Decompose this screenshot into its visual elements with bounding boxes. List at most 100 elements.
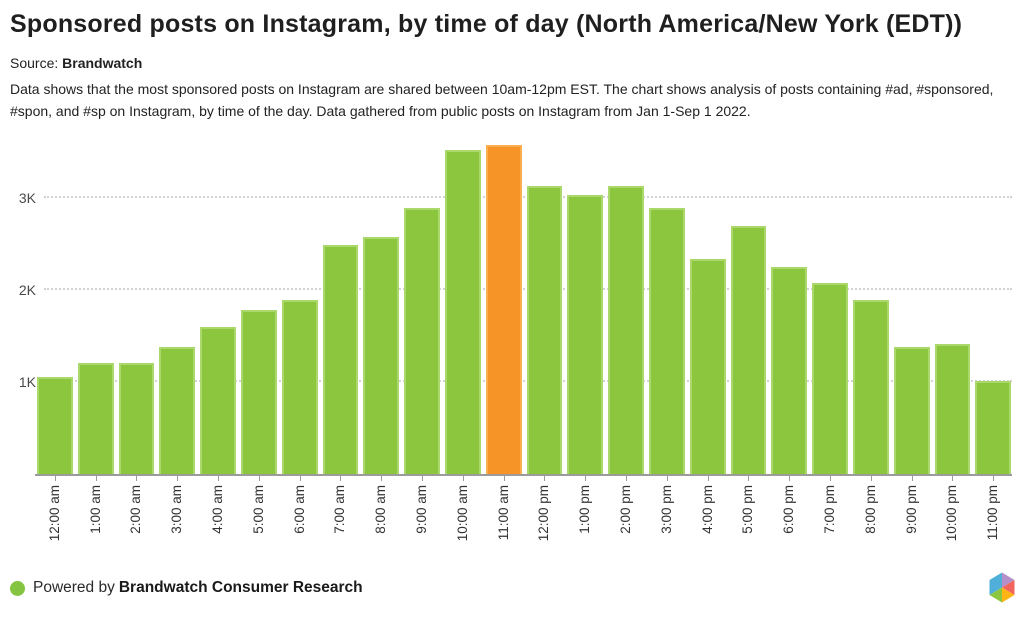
x-tick-label: 1:00 am	[87, 485, 103, 534]
bar	[934, 344, 971, 474]
x-label-cell: 4:00 am	[200, 476, 236, 576]
bar	[37, 377, 73, 474]
bar	[975, 381, 1012, 474]
y-tick-label: 1K	[18, 373, 36, 390]
x-tick-label: 4:00 am	[210, 485, 226, 534]
bar	[77, 363, 114, 474]
x-label-cell: 4:00 pm	[690, 476, 726, 576]
x-tick-label: 9:00 pm	[903, 485, 919, 534]
x-axis-tick	[993, 476, 995, 481]
x-label-cell: 6:00 am	[282, 476, 318, 576]
bar-highlighted	[485, 145, 522, 474]
x-tick-label: 9:00 am	[414, 485, 430, 534]
x-axis-tick	[911, 476, 913, 481]
bar	[608, 186, 644, 474]
x-axis-tick	[626, 476, 628, 481]
x-tick-label: 2:00 am	[128, 485, 144, 534]
x-tick-label: 11:00 am	[495, 485, 511, 541]
x-axis-tick	[177, 476, 179, 481]
x-label-cell: 9:00 am	[404, 476, 440, 576]
x-axis-tick	[748, 476, 750, 481]
x-tick-label: 5:00 am	[250, 485, 266, 534]
x-axis-tick	[54, 476, 56, 481]
x-tick-label: 4:00 pm	[699, 485, 715, 534]
x-axis-tick	[340, 476, 342, 481]
powered-by-label: Powered by	[33, 579, 115, 596]
x-axis-tick	[707, 476, 709, 481]
x-tick-label: 6:00 am	[291, 485, 307, 534]
x-axis-tick	[830, 476, 832, 481]
x-axis-tick	[462, 476, 464, 481]
bar	[812, 283, 848, 474]
bar	[893, 347, 930, 474]
bar	[771, 267, 808, 474]
x-axis-tick	[503, 476, 505, 481]
x-label-cell: 12:00 am	[37, 476, 73, 576]
description-line-2: #spon, and #sp on Instagram, by time of …	[10, 103, 751, 119]
x-label-cell: 1:00 am	[78, 476, 114, 576]
x-label-cell: 2:00 pm	[608, 476, 644, 576]
x-label-cell: 11:00 pm	[975, 476, 1011, 576]
bar	[363, 237, 400, 474]
brand-name: Brandwatch Consumer Research	[118, 579, 363, 596]
bar	[567, 195, 604, 474]
bar	[444, 150, 481, 474]
x-tick-label: 7:00 pm	[822, 485, 838, 534]
y-tick-label: 3K	[18, 189, 36, 206]
x-label-cell: 3:00 pm	[649, 476, 685, 576]
x-label-cell: 6:00 pm	[771, 476, 807, 576]
x-tick-label: 3:00 am	[169, 485, 185, 534]
bars-container	[37, 139, 1012, 474]
bar	[648, 208, 685, 474]
x-tick-label: 10:00 am	[454, 485, 470, 542]
bar	[159, 347, 196, 474]
source-label: Source:	[10, 55, 59, 71]
bar	[689, 259, 726, 474]
x-tick-label: 5:00 pm	[740, 485, 756, 534]
x-axis-tick	[666, 476, 668, 481]
brandwatch-hexagon-icon	[989, 572, 1015, 603]
x-label-cell: 12:00 pm	[527, 476, 563, 576]
x-tick-label: 2:00 pm	[618, 485, 634, 534]
x-tick-label: 10:00 pm	[944, 485, 960, 542]
x-tick-label: 6:00 pm	[781, 485, 797, 534]
x-axis-tick	[422, 476, 424, 481]
x-tick-label: 7:00 am	[332, 485, 348, 534]
x-label-cell: 10:00 pm	[935, 476, 971, 576]
bar	[526, 186, 563, 474]
x-label-cell: 11:00 am	[486, 476, 522, 576]
chart-description: Data shows that the most sponsored posts…	[10, 78, 1020, 122]
x-label-cell: 7:00 am	[323, 476, 359, 576]
x-label-cell: 3:00 am	[159, 476, 195, 576]
x-label-cell: 1:00 pm	[567, 476, 603, 576]
x-axis-tick	[381, 476, 383, 481]
x-axis-tick	[789, 476, 791, 481]
x-axis-tick	[585, 476, 587, 481]
x-tick-label: 1:00 pm	[577, 485, 593, 534]
x-tick-label: 11:00 pm	[985, 485, 1001, 541]
bar	[730, 226, 767, 474]
source-name: Brandwatch	[62, 55, 143, 71]
x-axis-tick	[95, 476, 97, 481]
x-label-cell: 8:00 am	[363, 476, 399, 576]
x-axis-labels: 12:00 am 1:00 am 2:00 am 3:00 am 4:00 am 5:00…	[37, 476, 1011, 576]
x-label-cell: 5:00 pm	[731, 476, 767, 576]
x-label-cell: 10:00 am	[445, 476, 481, 576]
x-tick-label: 3:00 pm	[658, 485, 674, 534]
bar	[200, 327, 236, 474]
bar	[281, 300, 318, 474]
x-tick-label: 8:00 pm	[862, 485, 878, 534]
bar	[852, 300, 889, 474]
x-axis-line	[35, 474, 1012, 476]
x-label-cell: 8:00 pm	[853, 476, 889, 576]
x-axis-tick	[544, 476, 546, 481]
bar	[404, 208, 440, 474]
source-line: Source: Brandwatch	[10, 55, 142, 71]
y-tick-label: 2K	[18, 281, 36, 298]
x-axis-tick	[136, 476, 138, 481]
x-tick-label: 12:00 pm	[536, 485, 552, 542]
footer: Powered by Brandwatch Consumer Research	[10, 579, 363, 597]
bar	[322, 245, 359, 474]
bar	[118, 363, 155, 474]
